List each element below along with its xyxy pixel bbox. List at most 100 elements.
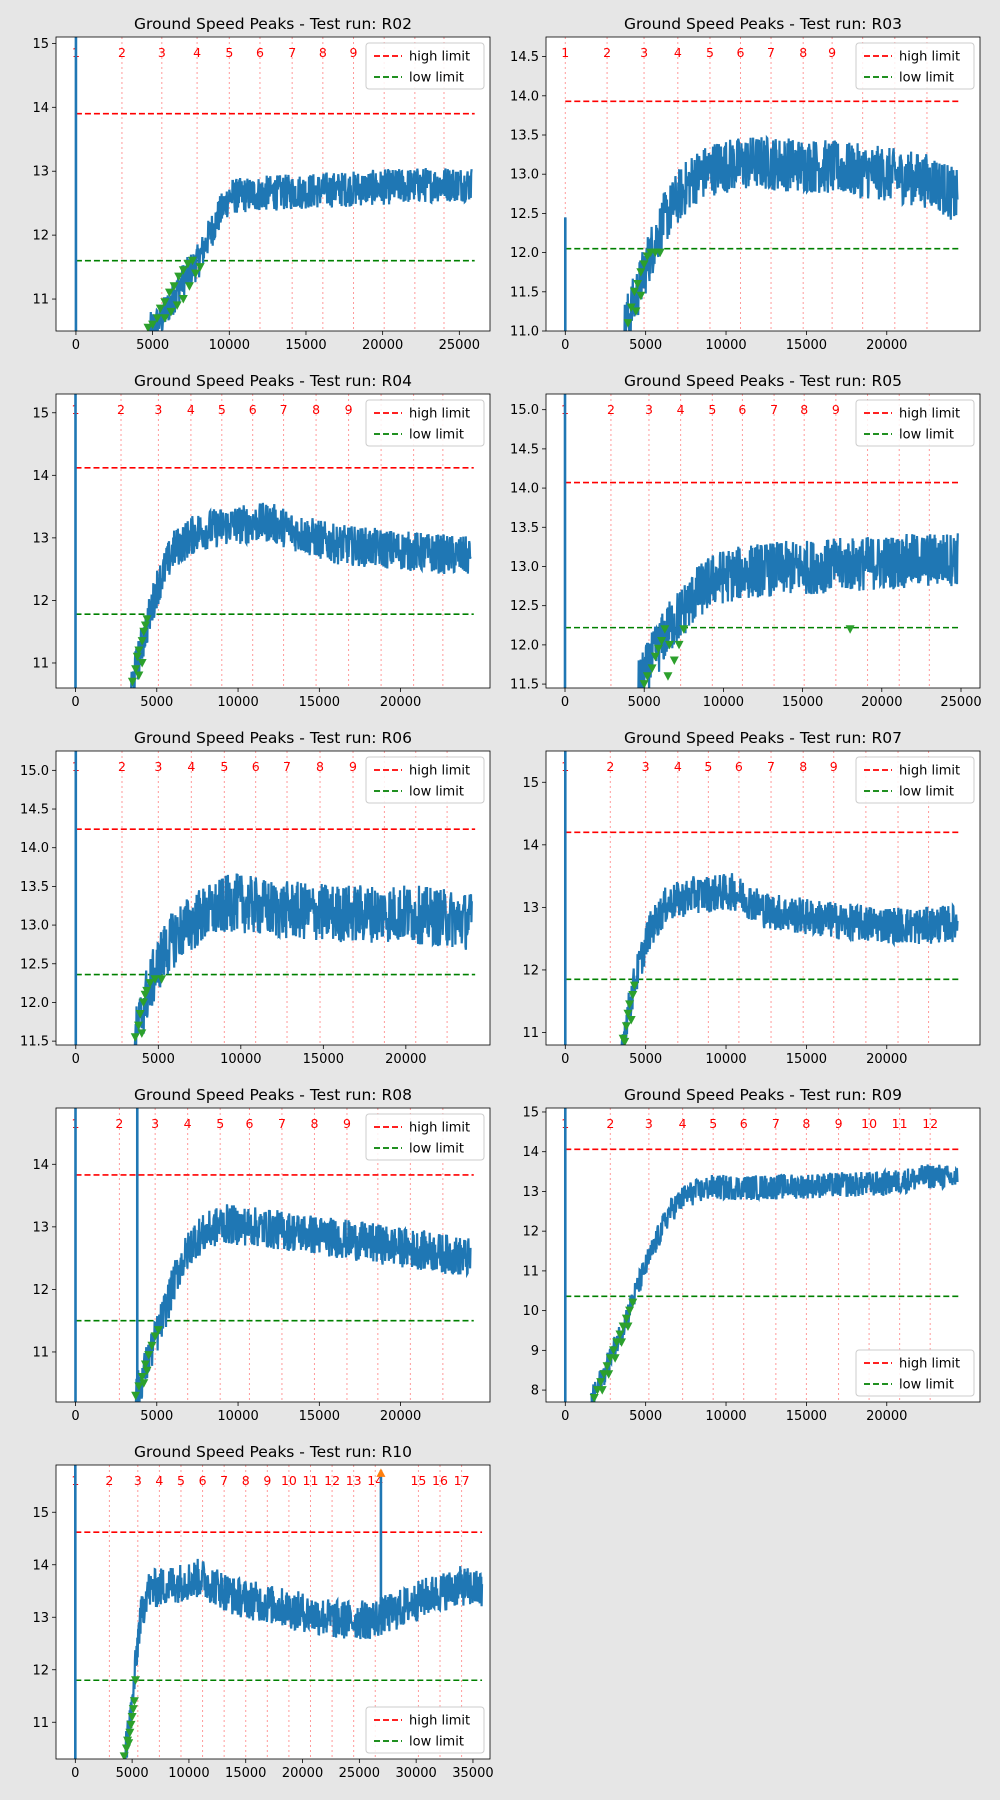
chart-title: Ground Speed Peaks - Test run: R09: [624, 1086, 902, 1104]
low-peak-marker: [128, 1705, 138, 1714]
low-peak-marker: [129, 1697, 139, 1706]
low-peak-marker: [602, 1362, 612, 1371]
x-tick-label: 0: [72, 338, 80, 353]
speed-trace: [123, 1558, 484, 1759]
x-tick-label: 5000: [629, 1409, 662, 1424]
segment-label: 8: [310, 1116, 318, 1131]
y-tick-label: 13: [32, 1611, 49, 1626]
y-tick-label: 14: [32, 1558, 49, 1573]
low-peak-marker: [131, 665, 141, 674]
y-tick-label: 12.5: [510, 599, 539, 614]
low-peak-marker: [639, 260, 649, 269]
x-tick-label: 30000: [395, 1766, 436, 1781]
legend-low-label: low limit: [899, 1378, 954, 1393]
chart-title: Ground Speed Peaks - Test run: R07: [624, 729, 902, 747]
segment-label: 7: [770, 402, 778, 417]
plot-frame: [55, 750, 491, 1046]
low-peak-marker: [157, 975, 167, 984]
low-peak-marker: [845, 625, 855, 634]
segment-label: 12: [922, 1116, 938, 1131]
segment-label: 9: [830, 759, 838, 774]
y-tick-label: 15.0: [510, 403, 539, 418]
low-peak-marker: [140, 621, 150, 630]
x-tick-label: 15000: [225, 1766, 266, 1781]
y-tick-label: 15: [522, 776, 539, 791]
chart-panel-5: 123456789050001000015000200002500011.512…: [510, 372, 982, 710]
chart-title: Ground Speed Peaks - Test run: R02: [134, 15, 412, 33]
segment-label: 2: [105, 1473, 113, 1488]
segment-label: 11: [892, 1116, 908, 1131]
low-peak-marker: [139, 627, 149, 637]
segment-label: 10: [281, 1473, 297, 1488]
low-peak-marker: [629, 287, 639, 297]
x-tick-label: 5000: [629, 1052, 662, 1067]
plot-frame: [545, 36, 981, 332]
legend-high-label: high limit: [409, 1121, 470, 1136]
y-tick-label: 13: [522, 901, 539, 916]
y-tick-label: 13.0: [20, 919, 49, 934]
chart-panel-9: 12 3 4 5 6 7 8 9 10 11 12 0 5000 10000 15000 20000 8 9 10 1…: [522, 1086, 981, 1424]
y-tick-label: 15: [32, 406, 49, 421]
low-peak-marker: [596, 1378, 606, 1387]
segment-label: 4: [155, 1473, 163, 1488]
segment-label: 2: [115, 1116, 123, 1131]
x-tick-label: 0: [71, 1409, 79, 1424]
low-peak-marker: [142, 615, 152, 624]
x-tick-label: 20000: [380, 1409, 421, 1424]
segment-label: 9: [828, 45, 836, 60]
legend-low-label: low limit: [409, 1735, 464, 1750]
y-tick-label: 11: [32, 293, 49, 308]
low-peak-marker: [636, 291, 646, 301]
speed-trace: [620, 873, 959, 1045]
legend: high limit low limit: [855, 756, 975, 804]
low-peak-marker: [130, 1033, 140, 1042]
low-peak-marker: [152, 314, 162, 323]
legend: high limit low limit: [855, 42, 975, 90]
low-peak-marker: [625, 1306, 635, 1316]
segment-label: 8: [799, 759, 807, 774]
segment-label: 2: [606, 759, 614, 774]
y-tick-label: 12: [522, 963, 539, 978]
low-peak-marker: [140, 990, 150, 1000]
legend-high-label: high limit: [899, 1357, 960, 1372]
legend-high-label: high limit: [899, 764, 960, 779]
low-peak-marker: [140, 1360, 150, 1369]
y-tick-label: 12: [32, 229, 49, 244]
low-peak-marker: [636, 268, 646, 277]
legend: high limit low limit: [855, 1349, 975, 1397]
y-tick-label: 11: [522, 1026, 539, 1041]
low-peak-marker: [626, 1015, 636, 1025]
legend-low-label: low limit: [899, 428, 954, 443]
low-peak-marker: [169, 282, 179, 291]
low-peak-marker: [178, 295, 188, 304]
low-peak-marker: [183, 259, 193, 269]
x-tick-label: 0: [71, 695, 79, 710]
legend-low-label: low limit: [409, 428, 464, 443]
segment-label: 12: [324, 1473, 340, 1488]
y-tick-label: 13.5: [510, 129, 539, 144]
high-peak-marker: [376, 1468, 386, 1477]
y-tick-label: 12.5: [20, 957, 49, 972]
x-tick-label: 20000: [385, 1052, 426, 1067]
segment-label: 7: [220, 1473, 228, 1488]
chart-title: Ground Speed Peaks - Test run: R06: [134, 729, 412, 747]
low-peak-marker: [131, 1391, 141, 1401]
x-tick-label: 25000: [940, 695, 981, 710]
legend-high-label: high limit: [409, 50, 470, 65]
y-tick-label: 15: [32, 1506, 49, 1521]
x-tick-label: 10000: [703, 695, 744, 710]
speed-trace: [130, 502, 472, 688]
plot-frame: [545, 1107, 981, 1403]
segment-label: 8: [319, 45, 327, 60]
x-tick-label: 10000: [220, 1052, 261, 1067]
segment-label: 4: [184, 1116, 192, 1131]
segment-label: 6: [252, 759, 260, 774]
low-peak-marker: [631, 307, 641, 316]
y-tick-label: 11: [32, 656, 49, 671]
segment-label: 4: [674, 759, 682, 774]
x-tick-label: 10000: [217, 1409, 258, 1424]
